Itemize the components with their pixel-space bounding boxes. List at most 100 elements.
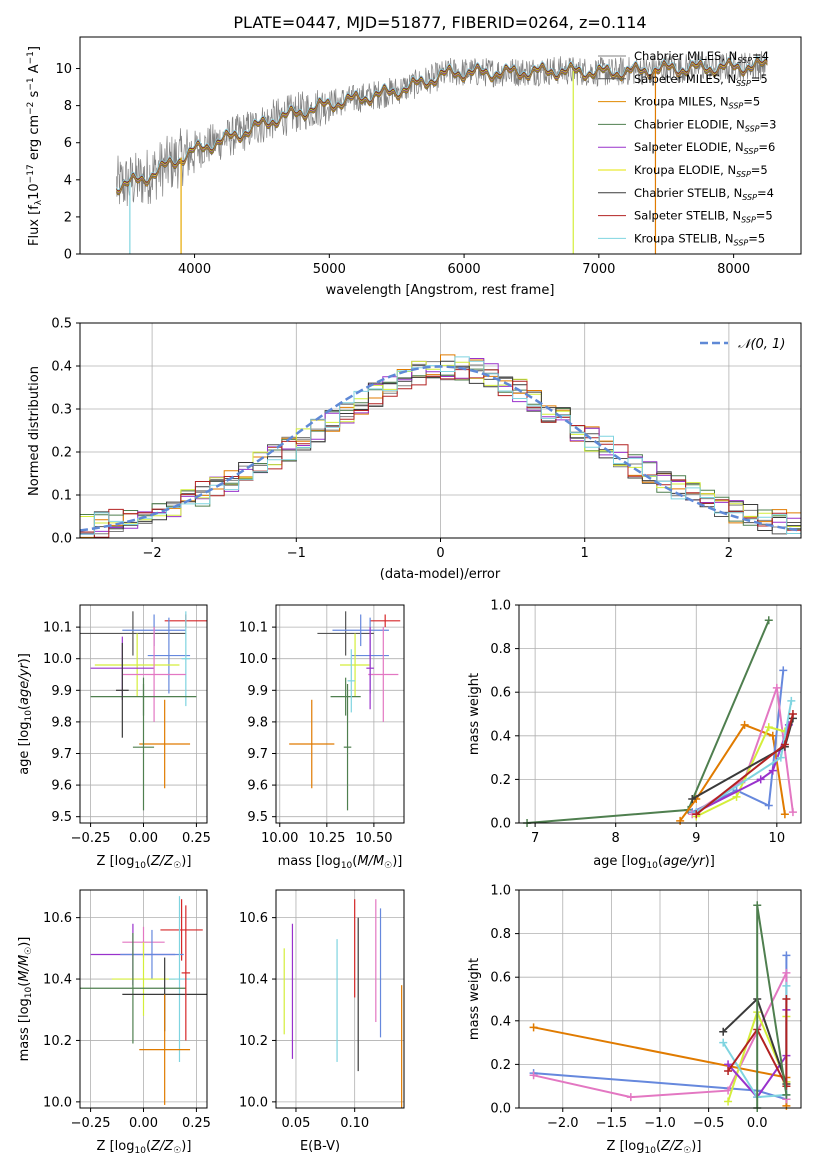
y-tick-label: 0.4 [490, 729, 511, 744]
normal-legend-label: 𝒩(0, 1) [738, 337, 785, 352]
errorbar-point [343, 683, 352, 811]
mass-weight-marker [740, 720, 749, 729]
normal-curve [79, 365, 802, 532]
errorbar-point [340, 633, 371, 697]
y-tick-label: 9.8 [247, 715, 268, 730]
mass-weight-marker [782, 981, 791, 990]
y-tick-label: 9.7 [247, 747, 268, 762]
errorbar-point [111, 942, 176, 1016]
parameter-panels: −0.25 0.00 0.25 9.5 9.6 9.7 9.8 9.9 10.0 10.1 10.0… [43, 599, 802, 1131]
residual-xlabel: (data-model)/error [380, 567, 501, 582]
y-tick-label: 10 [55, 62, 72, 77]
spectrum-frame [79, 36, 802, 255]
legend-label: Kroupa STELIB, NSSP=5 [634, 231, 765, 247]
errorbar-point [347, 649, 356, 713]
y-tick-label: 4 [64, 173, 72, 188]
age-vs-Z-panel: −0.25 0.00 0.25 9.5 9.6 9.7 9.8 9.9 10.0 10.1 [43, 604, 211, 846]
mass-weight-marker [780, 810, 789, 819]
legend-label: Salpeter STELIB, NSSP=5 [634, 209, 773, 225]
y-tick-label: 0.6 [490, 971, 511, 986]
y-tick-label: 0.4 [51, 360, 72, 375]
y-tick-label: 0.2 [490, 773, 511, 788]
x-tick-label: 10 [769, 831, 786, 846]
y-tick-label: 9.6 [247, 779, 268, 794]
y-tick-label: 9.9 [51, 684, 72, 699]
x-tick-label: 0.05 [281, 1116, 310, 1131]
mass-weight-marker [764, 723, 773, 732]
mass-weight-marker [724, 1066, 733, 1075]
x-tick-label: −1.0 [644, 1116, 676, 1131]
mass-weight-marker [732, 792, 741, 801]
panel-frame [79, 889, 208, 1109]
x-tick-label: 7000 [582, 262, 615, 277]
y-tick-label: 9.5 [247, 810, 268, 825]
spectrum-panel: PLATE=0447, MJD=51877, FIBERID=0264, z=0… [26, 13, 802, 298]
x-tick-label: 8 [612, 831, 620, 846]
y-tick-label: 10.4 [239, 973, 268, 988]
mass-weight-marker [688, 795, 697, 804]
y-tick-label: 10.0 [239, 1095, 268, 1110]
spectrum-legend: Chabrier MILES, NSSP=4 Salpeter MILES, NS… [598, 49, 776, 247]
x-tick-label: 4000 [178, 262, 211, 277]
mass-weight-marker [753, 901, 762, 910]
mass-z-ylabel: mass [log10(M/M☉)] [17, 937, 34, 1062]
errorbar-point [181, 905, 191, 1041]
x-tick-label: 0 [436, 546, 444, 561]
y-tick-label: 9.9 [247, 684, 268, 699]
mass-z-xlabel: Z [log10(Z/Z☉)] [97, 1139, 192, 1156]
y-tick-label: 0.6 [490, 686, 511, 701]
mass-weight-marker [529, 1023, 538, 1032]
errorbar-point [366, 627, 374, 710]
x-tick-label: 0.10 [340, 1116, 369, 1131]
mass-weight-marker [782, 968, 791, 977]
errorbar-point [368, 627, 399, 722]
legend-label: Salpeter MILES, NSSP=5 [634, 72, 768, 88]
y-tick-label: 0.5 [51, 317, 72, 332]
y-tick-label: 9.6 [51, 779, 72, 794]
mass-vs-Z-panel: −0.25 0.00 0.25 10.0 10.2 10.4 10.6 [43, 889, 211, 1131]
mw-z-ylabel: mass weight [467, 958, 482, 1040]
mw-z-xlabel: Z [log10(Z/Z☉)] [607, 1139, 702, 1156]
errorbar-point [289, 699, 335, 789]
x-tick-label: −0.25 [71, 1116, 111, 1131]
panel-frame [518, 604, 802, 824]
mass-weight-marker [788, 710, 797, 718]
mass-weight-marker [719, 1027, 728, 1036]
legend-label: Chabrier STELIB, NSSP=4 [634, 186, 774, 202]
x-tick-label: 2 [725, 546, 733, 561]
mass-weight-marker [764, 616, 773, 625]
mass-weight-marker [724, 1097, 733, 1106]
x-tick-label: 0.00 [129, 831, 158, 846]
errorbar-point [94, 633, 180, 697]
x-tick-label: 0.25 [182, 831, 211, 846]
errorbar-point [332, 614, 389, 647]
y-tick-label: 0.8 [490, 642, 511, 657]
x-tick-label: 10.50 [355, 831, 392, 846]
x-tick-label: 0.25 [182, 1116, 211, 1131]
spectrum-y-ticks: 0 2 4 6 8 10 [55, 62, 80, 263]
errorbar-point [370, 614, 401, 628]
x-tick-label: 9 [692, 831, 700, 846]
residual-histogram-step [80, 356, 801, 535]
mass-weight-marker [788, 808, 797, 817]
spectrum-title: PLATE=0447, MJD=51877, FIBERID=0264, z=0… [233, 13, 646, 32]
errorbar-point [120, 929, 184, 980]
errorbar-point [317, 611, 374, 656]
model-spectrum-line [116, 56, 768, 191]
x-tick-label: 10.25 [308, 831, 345, 846]
age-z-ylabel: age [log10(age/yr)] [17, 653, 34, 775]
mass-weight-marker [529, 1071, 538, 1080]
y-tick-label: 1.0 [490, 884, 511, 899]
y-tick-label: 10.1 [239, 621, 268, 636]
y-tick-label: 10.0 [43, 652, 72, 667]
mass-weight-marker [719, 1038, 728, 1047]
y-tick-label: 0.8 [490, 927, 511, 942]
errorbar-point [160, 899, 203, 961]
x-tick-label: −0.25 [71, 831, 111, 846]
spectrum-xlabel: wavelength [Angstrom, rest frame] [326, 283, 555, 298]
mw-age-xlabel: age [log10(age/yr)] [593, 854, 715, 871]
mass-weight-marker [787, 696, 796, 705]
errorbar-point [122, 627, 186, 722]
mass-weight-marker [768, 766, 777, 775]
